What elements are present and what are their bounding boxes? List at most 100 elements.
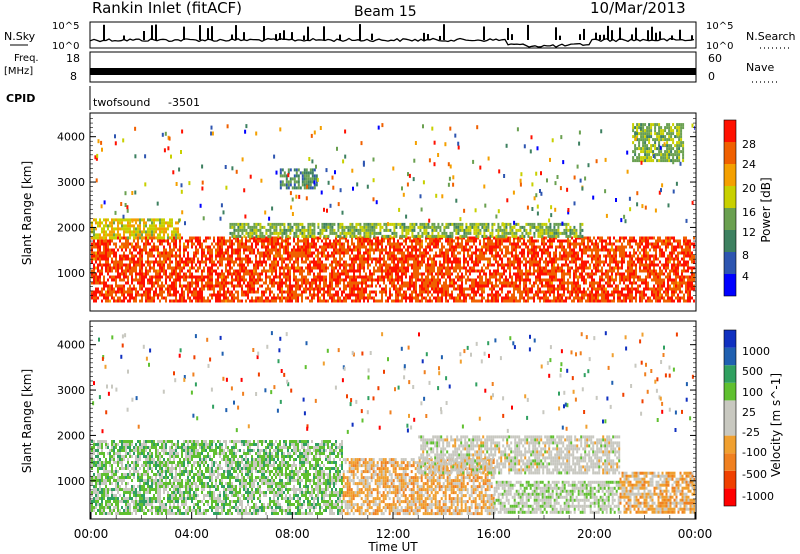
backscatter-cell <box>225 290 227 294</box>
backscatter-cell <box>149 260 151 264</box>
backscatter-cell <box>443 284 445 288</box>
backscatter-cell <box>387 239 389 243</box>
backscatter-cell <box>343 251 345 255</box>
backscatter-cell <box>567 239 569 243</box>
backscatter-cell <box>229 222 232 226</box>
backscatter-cell <box>405 248 407 252</box>
backscatter-cell <box>135 260 137 264</box>
backscatter-cell <box>281 254 283 258</box>
backscatter-cell <box>95 299 97 303</box>
backscatter-cell <box>185 287 187 291</box>
backscatter-cell <box>393 269 395 273</box>
backscatter-cell <box>629 242 631 246</box>
backscatter-cell <box>195 278 197 282</box>
backscatter-cell <box>269 299 271 303</box>
backscatter-cell <box>305 236 307 240</box>
backscatter-cell <box>475 236 477 240</box>
backscatter-cell <box>617 260 619 264</box>
backscatter-cell <box>681 251 683 255</box>
backscatter-cell <box>411 284 413 288</box>
backscatter-cell <box>487 284 489 288</box>
backscatter-cell <box>609 248 611 252</box>
backscatter-cell <box>633 272 635 276</box>
backscatter-cell <box>235 228 238 232</box>
backscatter-cell <box>641 281 643 285</box>
backscatter-cell <box>439 269 441 273</box>
backscatter-cell <box>427 260 429 264</box>
backscatter-cell <box>243 248 245 252</box>
backscatter-cell <box>225 266 227 270</box>
backscatter-cell <box>269 248 271 252</box>
backscatter-cell <box>351 299 353 303</box>
backscatter-cell <box>457 245 459 249</box>
backscatter-cell <box>247 225 250 229</box>
backscatter-cell <box>397 242 399 246</box>
backscatter-cell <box>619 251 621 255</box>
backscatter-cell <box>323 275 325 279</box>
backscatter-cell <box>547 269 549 273</box>
backscatter-cell <box>143 272 145 276</box>
backscatter-cell <box>635 251 637 255</box>
backscatter-cell <box>183 263 185 267</box>
backscatter-cell <box>335 242 337 246</box>
backscatter-cell <box>263 257 265 261</box>
backscatter-cell <box>563 272 565 276</box>
backscatter-cell <box>685 263 687 267</box>
backscatter-cell <box>485 272 487 276</box>
backscatter-cell <box>689 281 691 285</box>
backscatter-cell <box>143 263 145 267</box>
backscatter-cell <box>419 248 421 252</box>
backscatter-cell <box>181 275 183 279</box>
backscatter-cell <box>397 266 399 270</box>
backscatter-cell <box>609 251 611 255</box>
backscatter-cell <box>355 269 357 273</box>
backscatter-cell <box>421 254 423 258</box>
backscatter-cell <box>685 245 687 249</box>
backscatter-cell <box>471 260 473 264</box>
backscatter-cell <box>639 245 641 249</box>
backscatter-cell <box>159 254 161 258</box>
backscatter-cell <box>265 248 267 252</box>
backscatter-cell <box>667 284 669 288</box>
backscatter-cell <box>489 260 491 264</box>
backscatter-cell <box>675 248 677 252</box>
noise-right-tick-top: 10^5 <box>706 21 733 32</box>
backscatter-cell <box>619 299 621 303</box>
backscatter-cell <box>323 299 325 303</box>
backscatter-cell <box>255 257 257 261</box>
backscatter-cell <box>403 254 405 258</box>
backscatter-cell <box>221 239 223 243</box>
backscatter-cell <box>393 278 395 282</box>
backscatter-cell <box>631 293 633 297</box>
backscatter-cell <box>257 263 259 267</box>
backscatter-cell <box>649 242 651 246</box>
backscatter-cell <box>377 239 379 243</box>
backscatter-cell <box>161 293 163 297</box>
backscatter-cell <box>231 242 233 246</box>
backscatter-cell <box>107 254 109 258</box>
backscatter-cell <box>417 263 419 267</box>
backscatter-cell <box>689 242 691 246</box>
backscatter-cell <box>421 272 423 276</box>
backscatter-cell <box>381 293 383 297</box>
backscatter-cell <box>417 293 419 297</box>
backscatter-cell <box>243 266 245 270</box>
backscatter-cell <box>411 266 413 270</box>
backscatter-cell <box>543 290 545 294</box>
backscatter-cell <box>369 251 371 255</box>
backscatter-cell <box>605 296 607 300</box>
backscatter-cell <box>479 260 481 264</box>
backscatter-cell <box>421 296 423 300</box>
backscatter-cell <box>449 266 451 270</box>
backscatter-cell <box>461 242 463 246</box>
backscatter-cell <box>255 281 257 285</box>
backscatter-cell <box>295 222 298 226</box>
backscatter-cell <box>671 299 673 303</box>
backscatter-cell <box>459 251 461 255</box>
backscatter-cell <box>511 275 513 279</box>
backscatter-cell <box>425 254 427 258</box>
backscatter-cell <box>223 299 225 303</box>
backscatter-cell <box>633 287 635 291</box>
backscatter-cell <box>489 287 491 291</box>
backscatter-cell <box>329 281 331 285</box>
